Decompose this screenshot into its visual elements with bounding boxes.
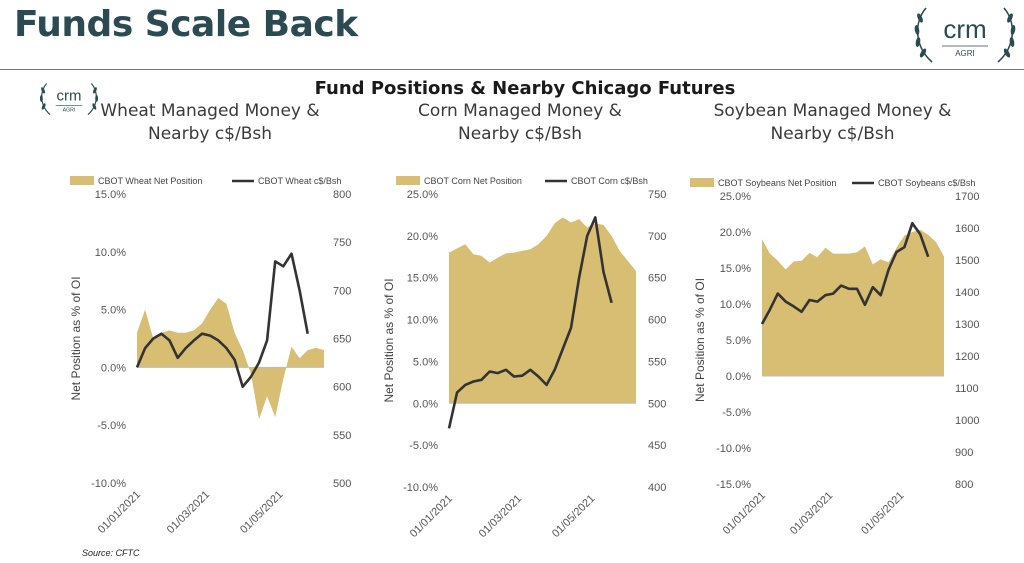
- logo-small-brand-text: crm: [57, 88, 82, 105]
- corn-left-tick-label: -10.0%: [403, 482, 438, 494]
- wheat-left-tick-label: -10.0%: [91, 478, 126, 490]
- wheat-right-tick-label: 700: [333, 285, 351, 297]
- wheat-legend-area-swatch: [70, 176, 94, 185]
- corn-legend-area-label: CBOT Corn Net Position: [424, 176, 522, 186]
- soybean-right-tick-label: 1400: [955, 287, 979, 299]
- corn-right-tick-label: 600: [648, 315, 666, 327]
- wheat-right-tick-label: 650: [333, 334, 351, 346]
- chart-main-title: Fund Positions & Nearby Chicago Futures: [314, 78, 736, 99]
- wheat-y-axis-label: Net Position as % of OI: [69, 276, 83, 400]
- soybean-left-tick-label: -10.0%: [716, 443, 751, 455]
- corn-left-tick-label: 25.0%: [407, 189, 438, 201]
- soybean-right-tick-label: 1600: [955, 223, 979, 235]
- soybean-legend-line-label: CBOT Soybeans c$/Bsh: [878, 178, 975, 188]
- soybean-legend-area-label: CBOT Soybeans Net Position: [718, 178, 836, 188]
- wheat-title-line2: Nearby c$/Bsh: [147, 124, 273, 144]
- soybean-left-tick-label: -15.0%: [716, 479, 751, 491]
- soybean-price-line: [760, 221, 930, 325]
- soybean-x-tick-label: 01/01/2021: [721, 490, 768, 537]
- corn-left-tick-label: 10.0%: [407, 315, 438, 327]
- corn-title-line2: Nearby c$/Bsh: [457, 124, 583, 144]
- source-note: Source: CFTC: [82, 548, 140, 558]
- soybean-right-tick-label: 900: [955, 447, 973, 459]
- corn-left-tick-label: 15.0%: [407, 273, 438, 285]
- corn-right-tick-label: 450: [648, 440, 666, 452]
- wheat-right-tick-label: 600: [333, 382, 351, 394]
- corn-right-tick-label: 550: [648, 356, 666, 368]
- corn-right-tick-label: 500: [648, 398, 666, 410]
- wheat-title-line1: Wheat Managed Money &: [100, 101, 320, 121]
- corn-legend-area-swatch: [396, 176, 420, 185]
- soybean-right-tick-label: 1300: [955, 319, 979, 331]
- wheat-net-position-area: [137, 298, 324, 420]
- logo-brand-text: crm: [943, 14, 986, 44]
- soybean-title-line2: Nearby c$/Bsh: [770, 124, 895, 144]
- corn-net-position-area: [449, 217, 636, 404]
- wheat-left-tick-label: -5.0%: [97, 420, 126, 432]
- title-divider: [0, 69, 1024, 70]
- corn-legend-line-label: CBOT Corn c$/Bsh: [571, 176, 648, 186]
- wheat-right-tick-label: 500: [333, 478, 351, 490]
- logo-sub-text: AGRI: [955, 49, 975, 58]
- wheat-left-tick-label: 15.0%: [95, 189, 126, 201]
- wheat-price-line: [135, 252, 309, 389]
- soybean-right-tick-label: 800: [955, 479, 973, 491]
- logo-small-sub-text: AGRI: [63, 108, 76, 114]
- wheat-left-tick-label: 5.0%: [101, 305, 126, 317]
- page-title: Funds Scale Back: [14, 4, 358, 45]
- corn-right-tick-label: 650: [648, 273, 666, 285]
- corn-left-tick-label: -5.0%: [409, 440, 438, 452]
- soybean-right-tick-label: 1100: [955, 383, 979, 395]
- corn-y-axis-label: Net Position as % of OI: [382, 278, 396, 402]
- wheat-legend-line-label: CBOT Wheat c$/Bsh: [258, 176, 341, 186]
- crm-agri-logo-small: crm AGRI: [39, 83, 99, 115]
- soybean-net-position-area: [762, 229, 944, 376]
- soybean-right-tick-label: 1700: [955, 191, 979, 203]
- wheat-right-tick-label: 750: [333, 237, 351, 249]
- corn-left-tick-label: 20.0%: [407, 231, 438, 243]
- soybean-y-axis-label: Net Position as % of OI: [693, 278, 707, 402]
- soybean-right-tick-label: 1200: [955, 351, 979, 363]
- soybean-left-tick-label: 20.0%: [720, 227, 751, 239]
- wheat-right-tick-label: 550: [333, 430, 351, 442]
- soybean-x-tick-label: 01/05/2021: [859, 490, 906, 537]
- corn-right-tick-label: 750: [648, 189, 666, 201]
- wheat-right-tick-label: 800: [333, 189, 351, 201]
- corn-price-line: [447, 216, 613, 429]
- corn-left-tick-label: 5.0%: [413, 356, 438, 368]
- soybean-left-tick-label: 15.0%: [720, 263, 751, 275]
- soybean-right-tick-label: 1000: [955, 415, 979, 427]
- corn-panel-title: Corn Managed Money & Nearby c$/Bsh: [400, 100, 640, 146]
- soybean-title-line1: Soybean Managed Money &: [713, 101, 952, 121]
- soybean-right-tick-label: 1500: [955, 255, 979, 267]
- soybean-left-tick-label: 25.0%: [720, 191, 751, 203]
- soybean-x-tick-label: 01/03/2021: [788, 490, 835, 537]
- corn-title-line1: Corn Managed Money &: [418, 101, 622, 121]
- wheat-left-tick-label: 10.0%: [95, 247, 126, 259]
- corn-right-tick-label: 700: [648, 231, 666, 243]
- soybean-left-tick-label: -5.0%: [722, 407, 751, 419]
- soybean-panel-title: Soybean Managed Money & Nearby c$/Bsh: [700, 100, 965, 146]
- corn-left-tick-label: 0.0%: [413, 398, 438, 410]
- soybean-left-tick-label: 10.0%: [720, 299, 751, 311]
- soybean-legend-area-swatch: [690, 178, 714, 187]
- wheat-panel-title: Wheat Managed Money & Nearby c$/Bsh: [80, 100, 340, 146]
- crm-agri-logo: crm AGRI: [914, 7, 1016, 63]
- wheat-legend-area-label: CBOT Wheat Net Position: [98, 176, 202, 186]
- corn-right-tick-label: 400: [648, 482, 666, 494]
- wheat-left-tick-label: 0.0%: [101, 362, 126, 374]
- soybean-left-tick-label: 0.0%: [726, 371, 751, 383]
- soybean-left-tick-label: 5.0%: [726, 335, 751, 347]
